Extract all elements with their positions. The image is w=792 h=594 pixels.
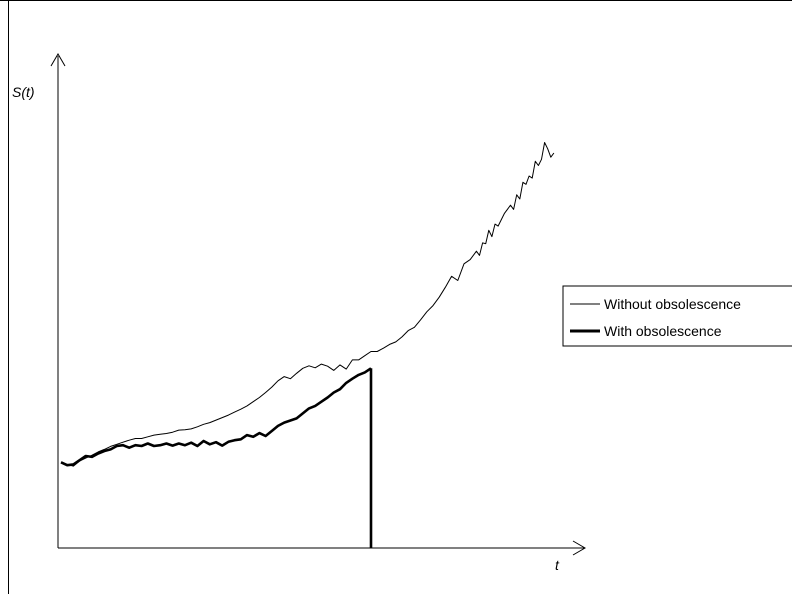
series-layer (60, 142, 555, 548)
legend-label-with-obsolescence: With obsolescence (604, 323, 722, 339)
y-axis-arrow (50, 53, 66, 67)
series-line-without-obsolescence (60, 142, 555, 467)
y-axis-label: S(t) (12, 84, 35, 100)
legend-label-without-obsolescence: Without obsolescence (604, 296, 741, 312)
x-axis-label: t (555, 557, 560, 573)
legend: Without obsolescence With obsolescence (562, 285, 792, 347)
series-line-with-obsolescence (60, 367, 372, 467)
x-axis-arrow (572, 540, 586, 556)
legend-box (562, 285, 792, 347)
